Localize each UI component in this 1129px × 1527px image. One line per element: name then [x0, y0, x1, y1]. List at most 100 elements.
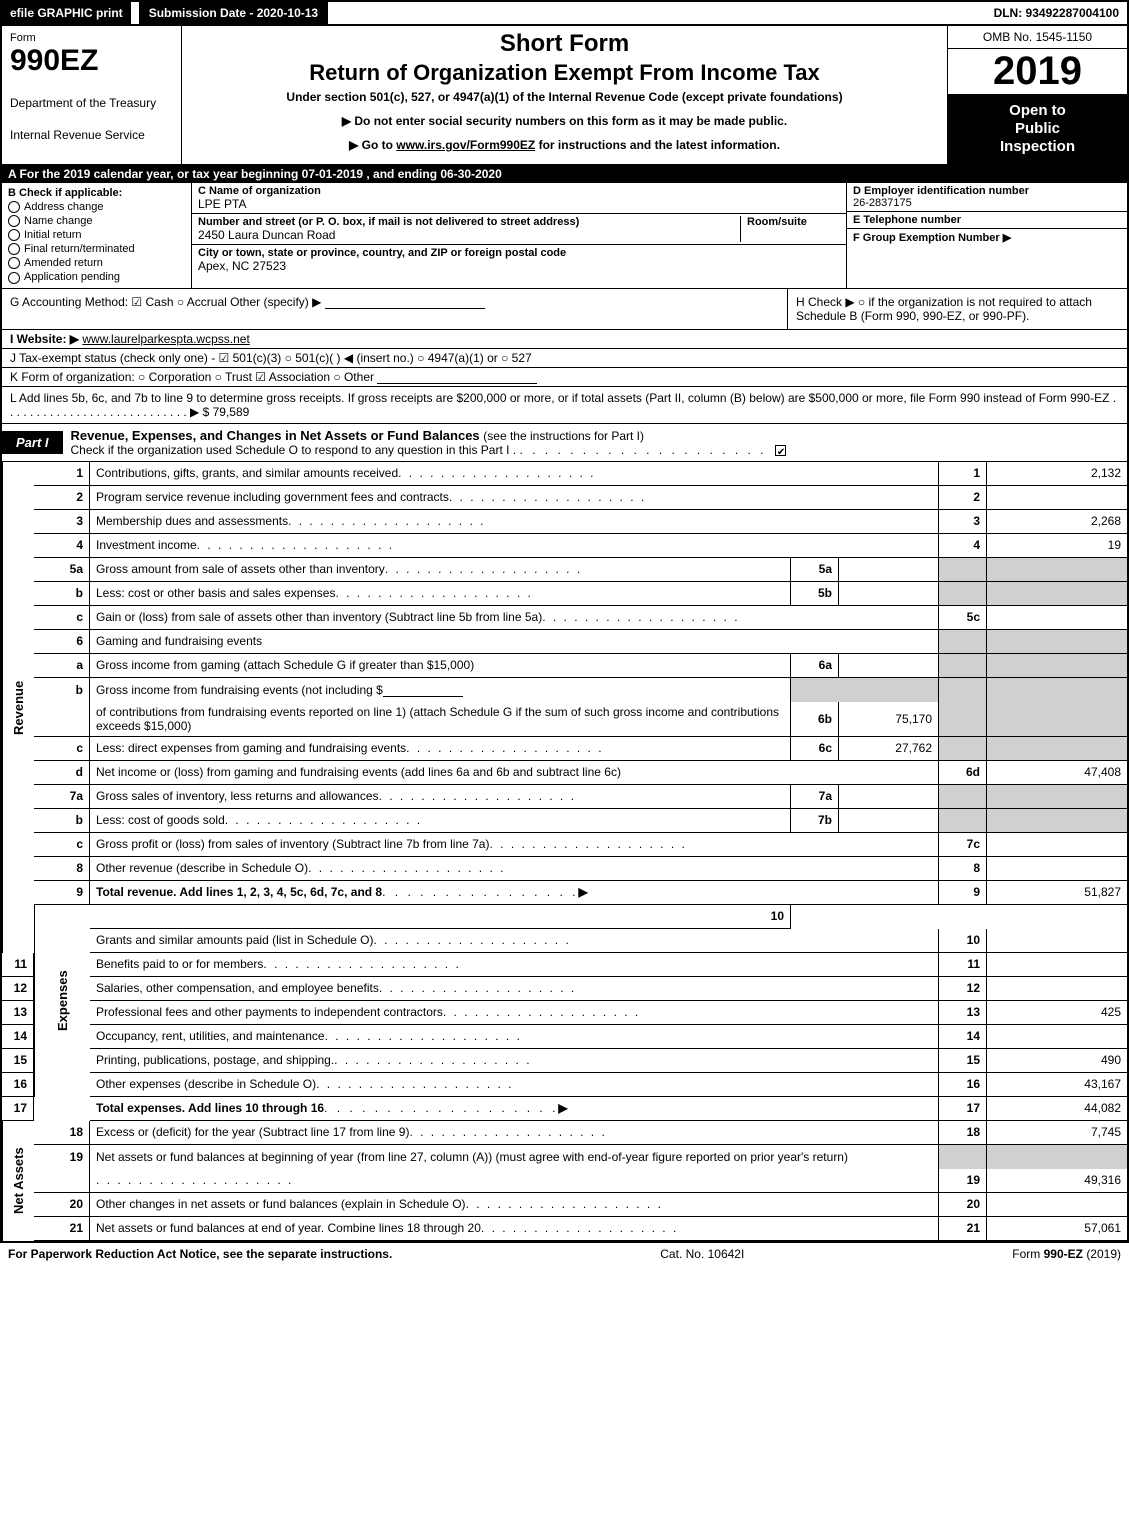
line-7b-shade-amt — [987, 809, 1127, 833]
line-7a-shade-amt — [987, 785, 1127, 809]
line-12-amount — [987, 977, 1127, 1001]
row-gh: G Accounting Method: ☑ Cash ○ Accrual Ot… — [2, 289, 1127, 330]
line-16-num: 16 — [2, 1073, 34, 1097]
line-6a-shade-amt — [987, 654, 1127, 678]
c-city-value: Apex, NC 27523 — [198, 259, 840, 273]
line-7c-refnum: 7c — [939, 833, 987, 857]
line-9-amount: 51,827 — [987, 881, 1127, 905]
top-bar: efile GRAPHIC print Submission Date - 20… — [2, 2, 1127, 26]
irs-link[interactable]: www.irs.gov/Form990EZ — [396, 138, 535, 152]
c-name-label: C Name of organization — [198, 185, 840, 197]
line-7a-num: 7a — [34, 785, 90, 809]
line-6a-num: a — [34, 654, 90, 678]
return-title: Return of Organization Exempt From Incom… — [190, 60, 939, 86]
website-link[interactable]: www.laurelparkespta.wcpss.net — [82, 332, 249, 346]
part-i-check-line: Check if the organization used Schedule … — [71, 443, 1119, 457]
open-line-3: Inspection — [956, 138, 1119, 156]
line-19-shade-rn — [939, 1145, 987, 1169]
footer-right-bold: 990-EZ — [1044, 1247, 1083, 1261]
netassets-side-label: Net Assets — [2, 1121, 34, 1241]
line-7c-desc: Gross profit or (loss) from sales of inv… — [90, 833, 939, 857]
part-i-tab: Part I — [2, 431, 63, 454]
line-9-text: Total revenue. Add lines 1, 2, 3, 4, 5c,… — [96, 885, 382, 899]
section-b: B Check if applicable: Address change Na… — [2, 183, 192, 288]
d-ein-label: D Employer identification number — [853, 185, 1121, 197]
line-14-refnum: 14 — [939, 1025, 987, 1049]
d-ein-value: 26-2837175 — [853, 197, 1121, 209]
chk-application-pending[interactable]: Application pending — [8, 271, 185, 283]
line-6b-desc-2: of contributions from fundraising events… — [90, 702, 791, 737]
line-4-num: 4 — [34, 534, 90, 558]
chk-amended-return[interactable]: Amended return — [8, 257, 185, 269]
line-6b-midnum: 6b — [791, 702, 839, 737]
c-addr-label: Number and street (or P. O. box, if mail… — [198, 216, 740, 228]
line-8-num: 8 — [34, 857, 90, 881]
tax-year: 2019 — [948, 49, 1127, 94]
line-14-desc: Occupancy, rent, utilities, and maintena… — [90, 1025, 939, 1049]
line-3-desc: Membership dues and assessments — [90, 510, 939, 534]
row-l-gross-receipts: L Add lines 5b, 6c, and 7b to line 9 to … — [2, 387, 1127, 424]
line-7c-amount — [987, 833, 1127, 857]
line-1-num: 1 — [34, 462, 90, 486]
line-19-num-2 — [34, 1169, 90, 1193]
e-phone-label: E Telephone number — [853, 214, 1121, 226]
line-7c-num: c — [34, 833, 90, 857]
section-bcdef: B Check if applicable: Address change Na… — [2, 183, 1127, 289]
b-header: B Check if applicable: — [8, 187, 185, 199]
part-i-checkbox[interactable] — [775, 445, 786, 456]
dln-label: DLN: 93492287004100 — [986, 2, 1127, 24]
c-addr-row: Number and street (or P. O. box, if mail… — [192, 214, 846, 245]
line-6b-text-1: Gross income from fundraising events (no… — [96, 683, 383, 697]
short-form-title: Short Form — [190, 30, 939, 58]
line-7b-midnum: 7b — [791, 809, 839, 833]
line-7b-num: b — [34, 809, 90, 833]
dept-irs: Internal Revenue Service — [10, 128, 173, 142]
section-c: C Name of organization LPE PTA Number an… — [192, 183, 847, 288]
line-13-desc: Professional fees and other payments to … — [90, 1001, 939, 1025]
line-19-desc-2 — [90, 1169, 939, 1193]
c-city-row: City or town, state or province, country… — [192, 245, 846, 275]
revenue-side-label: Revenue — [2, 462, 34, 953]
e-phone-row: E Telephone number — [847, 212, 1127, 229]
footer-right-pre: Form — [1012, 1247, 1043, 1261]
line-4-amount: 19 — [987, 534, 1127, 558]
efile-print-button[interactable]: efile GRAPHIC print — [2, 2, 131, 24]
line-5b-midnum: 5b — [791, 582, 839, 606]
page-footer: For Paperwork Reduction Act Notice, see … — [0, 1243, 1129, 1265]
line-11-num: 11 — [2, 953, 34, 977]
ssn-warning: ▶ Do not enter social security numbers o… — [190, 114, 939, 128]
line-8-desc: Other revenue (describe in Schedule O) — [90, 857, 939, 881]
chk-final-return[interactable]: Final return/terminated — [8, 243, 185, 255]
line-19-desc: Net assets or fund balances at beginning… — [90, 1145, 939, 1169]
line-6b-shade-amt — [987, 702, 1127, 737]
line-6-num: 6 — [34, 630, 90, 654]
line-18-amount: 7,745 — [987, 1121, 1127, 1145]
part-i-title: Revenue, Expenses, and Changes in Net As… — [63, 424, 1127, 461]
line-16-desc: Other expenses (describe in Schedule O) — [90, 1073, 939, 1097]
line-20-refnum: 20 — [939, 1193, 987, 1217]
line-17-desc: Total expenses. Add lines 10 through 16 … — [90, 1097, 939, 1121]
line-6b-num-2 — [34, 702, 90, 737]
line-6d-num: d — [34, 761, 90, 785]
line-1-desc: Contributions, gifts, grants, and simila… — [90, 462, 939, 486]
g-other-field[interactable] — [325, 295, 485, 309]
chk-name-change[interactable]: Name change — [8, 215, 185, 227]
line-11-amount — [987, 953, 1127, 977]
line-12-refnum: 12 — [939, 977, 987, 1001]
line-13-num: 13 — [2, 1001, 34, 1025]
line-6d-desc: Net income or (loss) from gaming and fun… — [90, 761, 939, 785]
k-other-field[interactable] — [377, 370, 537, 384]
line-6c-shade-rn — [939, 737, 987, 761]
chk-address-change[interactable]: Address change — [8, 201, 185, 213]
line-9-refnum: 9 — [939, 881, 987, 905]
line-10-num: 10 — [90, 905, 791, 929]
i-label: I Website: ▶ — [10, 332, 79, 346]
line-10-desc: Grants and similar amounts paid (list in… — [90, 929, 939, 953]
part-i-header: Part I Revenue, Expenses, and Changes in… — [2, 424, 1127, 462]
chk-initial-return[interactable]: Initial return — [8, 229, 185, 241]
open-line-1: Open to — [956, 102, 1119, 120]
line-6b-num: b — [34, 678, 90, 702]
line-6b-contrib-field[interactable] — [383, 683, 463, 697]
part-i-title-text: Revenue, Expenses, and Changes in Net As… — [71, 428, 484, 443]
line-5b-midamt — [839, 582, 939, 606]
